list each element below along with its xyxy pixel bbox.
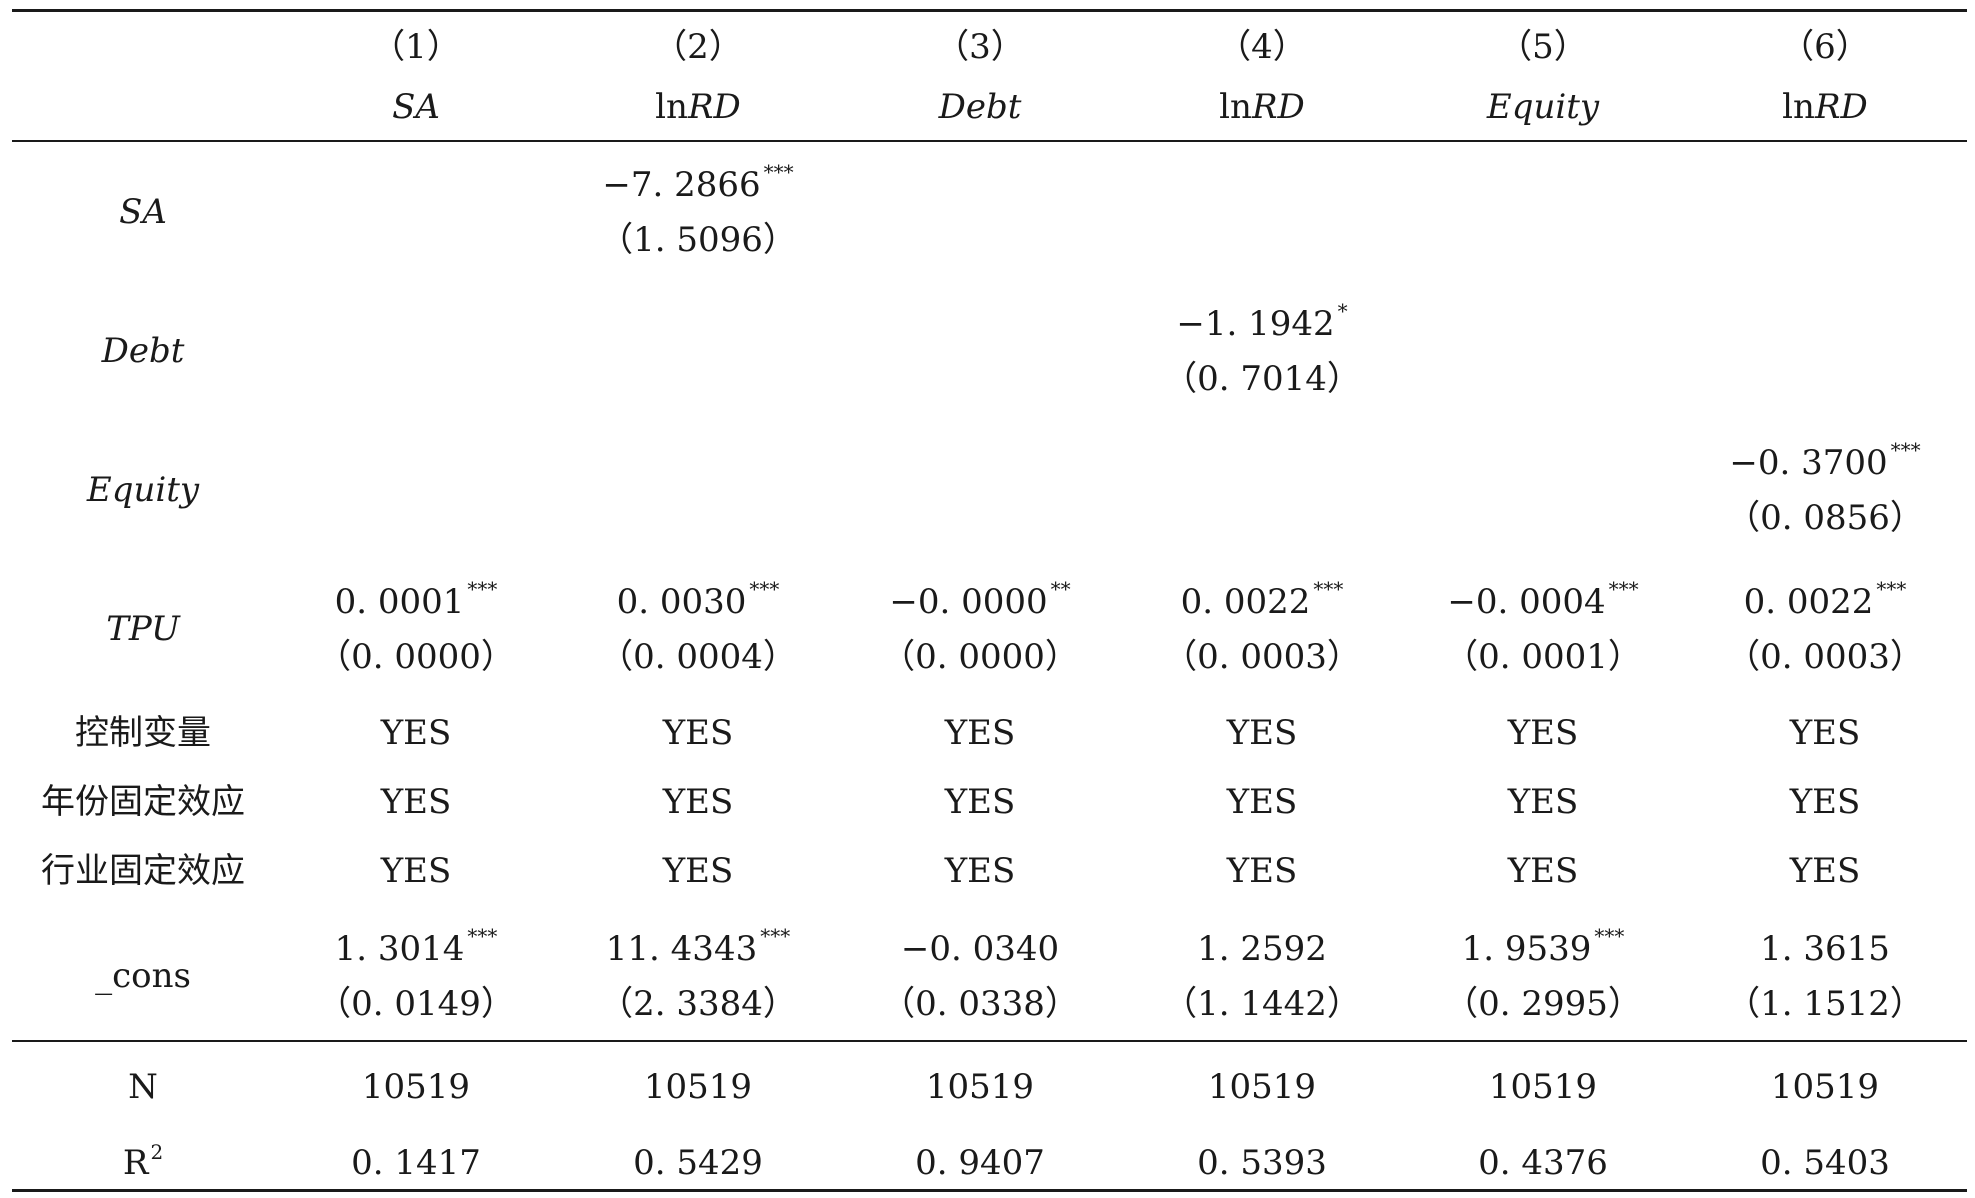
significance-stars: *** (467, 924, 498, 948)
standard-error: （0. 0000） (317, 637, 515, 677)
coefficient: −0. 0000 ** (889, 577, 1071, 622)
cell-value: 0. 5393 (1197, 1143, 1327, 1183)
coefficient: −0. 3700 *** (1729, 438, 1921, 483)
cell-value: YES (1507, 713, 1579, 753)
cell-value: YES (662, 851, 734, 891)
coefficient: −1. 1942 * (1176, 299, 1348, 344)
cell-value: YES (944, 851, 1016, 891)
cell-value: YES (662, 713, 734, 753)
significance-stars: *** (749, 577, 780, 601)
top-rule (12, 9, 1967, 12)
cell-value: YES (1789, 782, 1861, 822)
column-label: Equity (1486, 87, 1600, 127)
significance-stars: *** (1594, 924, 1625, 948)
coefficient: 0. 0022 *** (1180, 577, 1344, 622)
column-number: （6） (1780, 27, 1870, 67)
standard-error: （0. 0856） (1726, 498, 1924, 538)
cell-value: 10519 (643, 1067, 753, 1107)
row-label-year_fe: 年份固定效应 (41, 782, 245, 822)
cell-value: YES (1789, 851, 1861, 891)
cell-value: 0. 5403 (1760, 1143, 1890, 1183)
cell-value: YES (1789, 713, 1861, 753)
column-label: lnRD (655, 87, 741, 127)
significance-stars: *** (1608, 577, 1639, 601)
standard-error: （0. 0003） (1726, 637, 1924, 677)
cell-value: YES (380, 782, 452, 822)
coefficient: −0. 0004 *** (1447, 577, 1639, 622)
coefficient: 0. 0022 *** (1743, 577, 1907, 622)
column-label: lnRD (1219, 87, 1305, 127)
coefficient: −7. 2866 *** (602, 160, 794, 205)
coefficient: 11. 4343 *** (605, 924, 791, 969)
significance-stars: *** (1890, 438, 1921, 462)
significance-stars: *** (760, 924, 791, 948)
footer-rule (12, 1040, 1967, 1042)
cell-value: YES (1507, 851, 1579, 891)
cell-value: YES (1507, 782, 1579, 822)
standard-error: （0. 0004） (599, 637, 797, 677)
row-label-controls: 控制变量 (75, 713, 211, 753)
cell-value: YES (380, 713, 452, 753)
column-label: SA (392, 87, 440, 127)
significance-stars: *** (467, 577, 498, 601)
cell-value: YES (380, 851, 452, 891)
coefficient: 1. 3014 *** (334, 924, 498, 969)
column-number: （1） (371, 27, 461, 67)
coefficient: 0. 0030 *** (616, 577, 780, 622)
column-number: （4） (1217, 27, 1307, 67)
standard-error: （0. 0001） (1444, 637, 1642, 677)
row-label-equity: Equity (86, 470, 200, 510)
coefficient: 1. 2592 (1197, 929, 1327, 969)
cell-value: 0. 1417 (351, 1143, 481, 1183)
standard-error: （0. 7014） (1163, 359, 1361, 399)
standard-error: （2. 3384） (599, 984, 797, 1024)
row-label-industry_fe: 行业固定效应 (41, 851, 245, 891)
cell-value: 10519 (1770, 1067, 1880, 1107)
column-number: （5） (1498, 27, 1588, 67)
standard-error: （0. 0149） (317, 984, 515, 1024)
cell-value: 10519 (361, 1067, 471, 1107)
standard-error: （0. 2995） (1444, 984, 1642, 1024)
coefficient: −0. 0340 (900, 929, 1060, 969)
coefficient: 1. 3615 (1760, 929, 1890, 969)
cell-value: YES (944, 713, 1016, 753)
coefficient: 0. 0001 *** (334, 577, 498, 622)
row-label-cons: _cons (95, 956, 191, 996)
header-rule (12, 140, 1967, 142)
cell-value: 0. 4376 (1478, 1143, 1608, 1183)
column-label: Debt (938, 87, 1022, 127)
cell-value: YES (944, 782, 1016, 822)
cell-value: 10519 (1488, 1067, 1598, 1107)
coefficient: 1. 9539 *** (1461, 924, 1625, 969)
significance-stars: *** (1876, 577, 1907, 601)
significance-stars: *** (1313, 577, 1344, 601)
standard-error: （1. 5096） (599, 220, 797, 260)
row-label-debt: Debt (101, 331, 185, 371)
significance-stars: * (1337, 299, 1348, 323)
standard-error: （0. 0338） (881, 984, 1079, 1024)
standard-error: （0. 0003） (1163, 637, 1361, 677)
column-number: （2） (653, 27, 743, 67)
significance-stars: *** (763, 160, 794, 184)
significance-stars: ** (1050, 577, 1071, 601)
cell-value: 10519 (925, 1067, 1035, 1107)
cell-value: YES (1226, 713, 1298, 753)
cell-value: YES (662, 782, 734, 822)
standard-error: （1. 1442） (1163, 984, 1361, 1024)
column-label: lnRD (1782, 87, 1868, 127)
cell-value: 10519 (1207, 1067, 1317, 1107)
standard-error: （1. 1512） (1726, 984, 1924, 1024)
cell-value: YES (1226, 851, 1298, 891)
row-label-tpu: TPU (106, 609, 180, 649)
row-label-n: N (128, 1067, 158, 1107)
cell-value: YES (1226, 782, 1298, 822)
cell-value: 0. 9407 (915, 1143, 1045, 1183)
cell-value: 0. 5429 (633, 1143, 763, 1183)
bottom-rule (12, 1189, 1967, 1192)
column-number: （3） (935, 27, 1025, 67)
standard-error: （0. 0000） (881, 637, 1079, 677)
row-label-sa: SA (119, 192, 167, 232)
